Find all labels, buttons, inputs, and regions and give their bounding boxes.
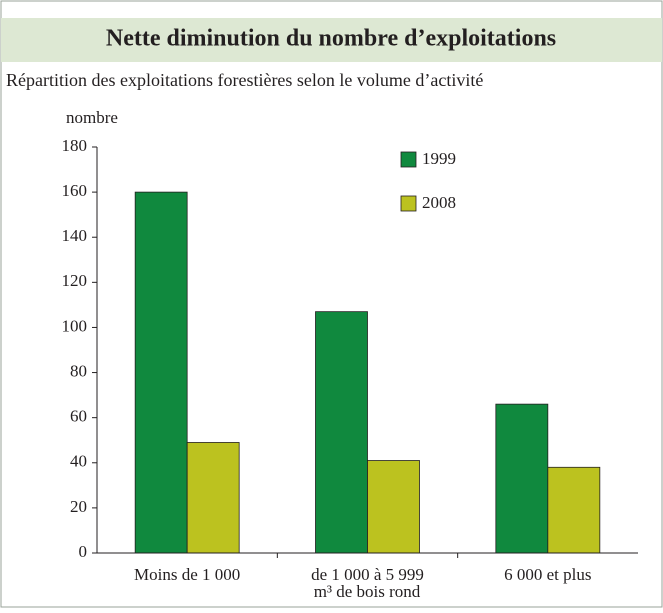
bar [186, 442, 240, 554]
y-tick-label: 60 [70, 407, 87, 426]
y-tick-label: 100 [62, 316, 88, 335]
bar [495, 403, 549, 554]
y-tick-label: 0 [79, 542, 88, 561]
title-band [1, 18, 662, 62]
legend-swatch [400, 151, 417, 168]
legend-swatch [400, 195, 417, 212]
x-tick-label: Moins de 1 000 [134, 565, 240, 584]
bar [547, 466, 601, 554]
legend-label: 2008 [422, 193, 456, 212]
legend-label: 1999 [422, 149, 456, 168]
y-tick-label: 80 [70, 361, 87, 380]
y-tick-label: 180 [62, 136, 88, 155]
y-tick-label: 40 [70, 452, 87, 471]
bar [315, 311, 368, 554]
subtitle: Répartition des exploitations forestière… [6, 70, 483, 90]
y-axis-label: nombre [66, 108, 118, 127]
x-tick-label: 6 000 et plus [504, 565, 591, 584]
bar [367, 460, 420, 554]
y-tick-label: 160 [62, 181, 88, 200]
x-axis-label: m³ de bois rond [314, 582, 421, 601]
y-tick-label: 20 [70, 497, 87, 516]
bar [134, 191, 188, 554]
y-tick-label: 140 [62, 226, 88, 245]
chart-title: Nette diminution du nombre d’exploitatio… [106, 26, 556, 52]
y-tick-label: 120 [62, 271, 88, 290]
x-tick-label: de 1 000 à 5 999 [311, 565, 424, 584]
